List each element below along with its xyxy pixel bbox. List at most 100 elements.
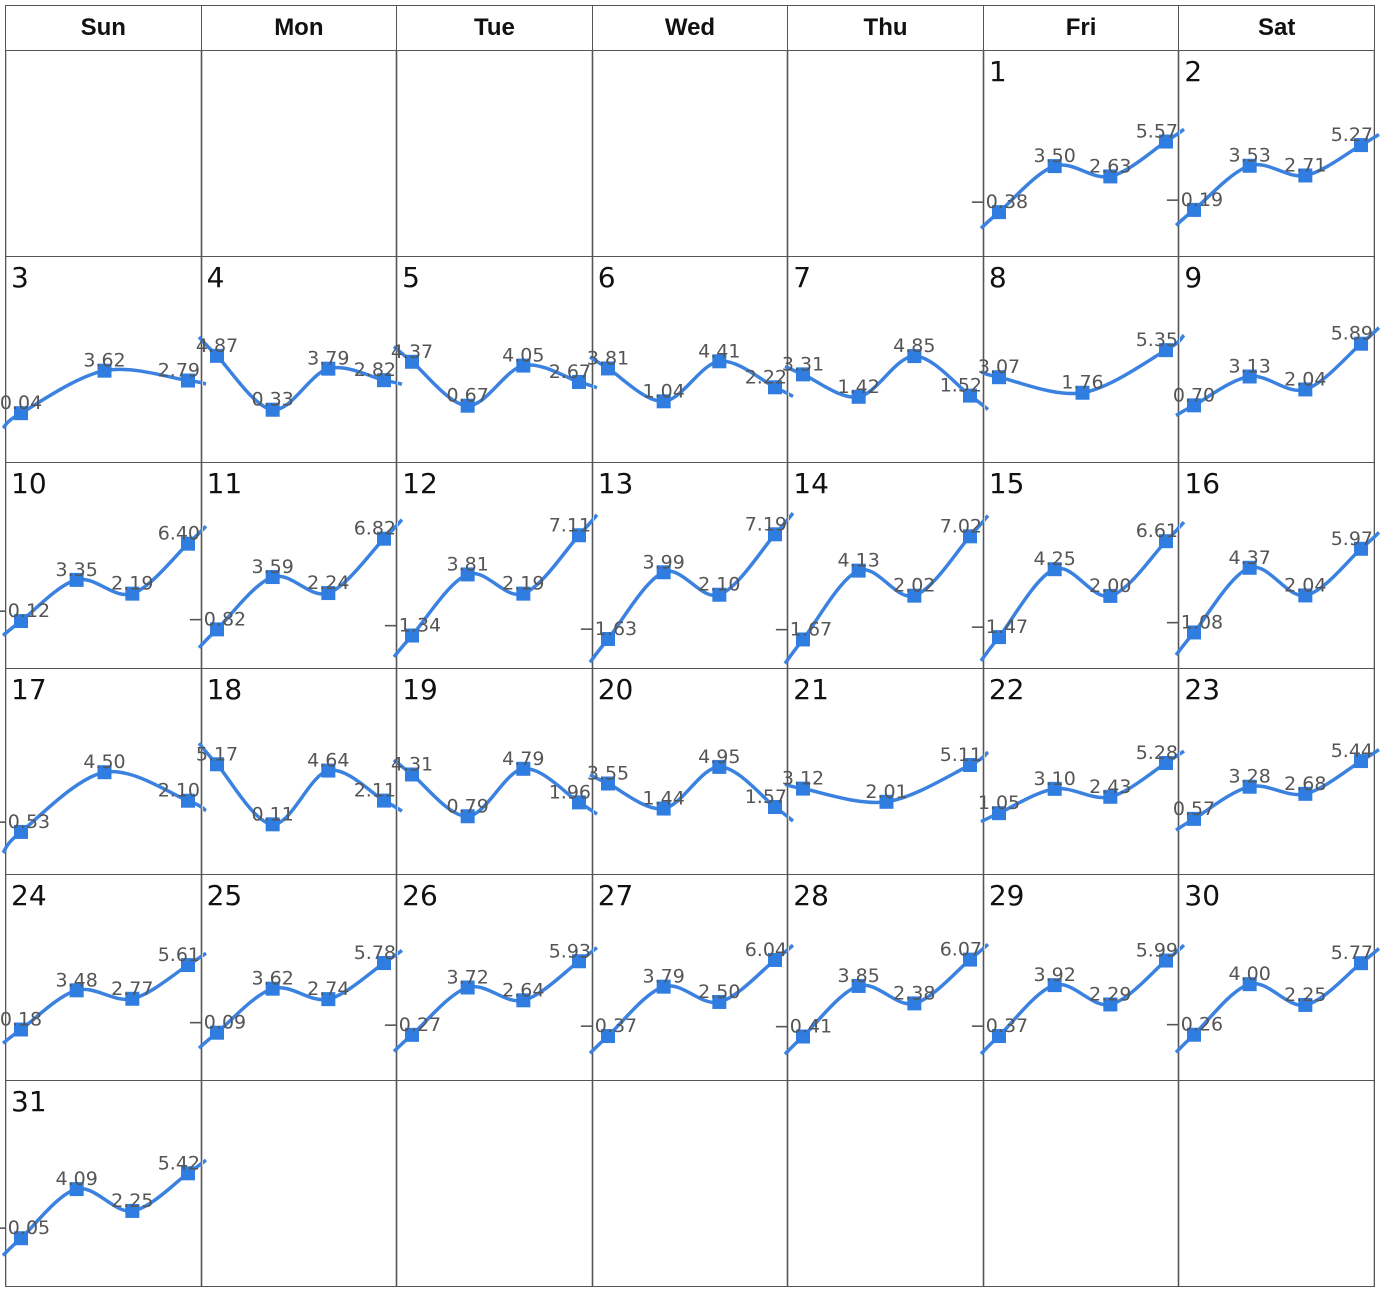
weekday-header-row: Sun Mon Tue Wed Thu Fri Sat: [5, 5, 1375, 51]
data-point-marker: [1047, 781, 1062, 796]
data-label: 2.25: [1285, 984, 1327, 1006]
data-point-marker: [879, 794, 894, 809]
series-line: [783, 514, 990, 665]
day-cell-27[interactable]: −0.37 3.79 2.50 6.04 27: [579, 874, 794, 1081]
data-point-marker: [963, 388, 978, 403]
data-label: 1.42: [838, 376, 880, 398]
data-label: 4.13: [838, 550, 880, 572]
day-cell-12[interactable]: −1.34 3.81 2.19 7.11 12: [383, 462, 599, 669]
empty-cell-content: [592, 1081, 788, 1286]
data-label: 5.78: [353, 942, 395, 964]
day-cell-26[interactable]: −0.27 3.72 2.64 5.93 26: [383, 874, 599, 1081]
calendar-grid: Sun Mon Tue Wed Thu Fri Sat −0.38 3.50 2.6…: [0, 5, 1381, 1287]
day-cell-content: −0.37 3.92 2.29 5.99 29: [970, 875, 1185, 1080]
day-cell-17[interactable]: −0.53 4.50 2.10 17: [0, 668, 207, 875]
data-point-marker: [767, 380, 782, 395]
day-cell-1[interactable]: −0.38 3.50 2.63 5.57 1: [970, 50, 1185, 257]
day-cell-8[interactable]: 3.07 1.76 5.35 8: [978, 256, 1186, 463]
day-cell-21[interactable]: 3.12 2.01 5.11 21: [782, 668, 990, 875]
data-point-marker: [572, 528, 587, 543]
day-sparkline: 5.17 0.11 4.642.11: [195, 742, 403, 832]
data-point-marker: [963, 952, 978, 967]
data-label: 2.02: [893, 575, 935, 597]
data-label: −0.12: [0, 600, 50, 622]
day-sparkline: −0.09 3.62 2.745.78: [187, 942, 403, 1050]
data-label: 5.17: [195, 743, 237, 765]
data-label: 3.13: [1229, 355, 1271, 377]
day-cell-22[interactable]: 1.05 3.10 2.43 5.28 22: [978, 668, 1185, 875]
day-sparkline: 3.07 1.76 5.35: [978, 329, 1186, 400]
day-cell-content: −0.27 3.72 2.64 5.93 26: [383, 875, 599, 1080]
data-point-marker: [1298, 588, 1313, 603]
day-cell-7[interactable]: 3.31 1.42 4.85 1.52 7: [782, 256, 990, 463]
day-cell-25[interactable]: −0.09 3.62 2.74 5.78 25: [187, 874, 403, 1081]
data-label: 5.35: [1136, 329, 1178, 351]
day-cell-11[interactable]: −0.82 3.59 2.24 6.82 11: [187, 462, 403, 669]
day-cell-content: −0.38 3.50 2.63 5.57 1: [970, 51, 1185, 256]
empty-cell-content: [397, 1081, 592, 1286]
day-sparkline: −0.38 3.50 2.635.57: [970, 121, 1185, 230]
data-label: −0.26: [1165, 1014, 1223, 1036]
data-label: 3.99: [642, 551, 684, 573]
data-point-marker: [181, 958, 195, 973]
day-number: 9: [1184, 261, 1203, 294]
data-point-marker: [963, 757, 978, 772]
day-cell-15[interactable]: −1.47 4.25 2.00 6.61 15: [970, 462, 1186, 669]
series-line: [979, 520, 1186, 662]
day-number: 6: [597, 261, 616, 294]
data-point-marker: [460, 567, 475, 582]
data-label: 3.10: [1033, 768, 1075, 790]
day-cell-19[interactable]: 4.31 0.79 4.79 1.96 19: [391, 668, 599, 875]
data-label: 4.95: [698, 746, 740, 768]
data-point-marker: [320, 361, 335, 376]
day-number: 4: [206, 261, 225, 294]
data-label: 3.31: [782, 353, 824, 375]
day-cell-23[interactable]: 0.57 3.28 2.68 5.44 23: [1173, 668, 1381, 875]
data-label: 0.18: [0, 1009, 42, 1031]
data-label: −0.05: [0, 1217, 50, 1239]
data-label: 3.53: [1229, 145, 1271, 167]
day-cell-content: 3.31 1.42 4.85 1.52 7: [782, 257, 990, 462]
day-cell-4[interactable]: 4.87 0.33 3.79 2.82 4: [195, 256, 402, 463]
data-point-marker: [516, 761, 531, 776]
day-sparkline: 3.12 2.01 5.11: [782, 744, 990, 809]
day-cell-content: 3.07 1.76 5.35 8: [978, 257, 1186, 462]
empty-cell-content: [201, 51, 397, 256]
day-cell-content: −1.08 4.37 2.04 5.97 16: [1165, 463, 1381, 668]
data-label: 0.67: [447, 385, 489, 407]
data-point-marker: [767, 952, 782, 967]
day-cell-content: 4.31 0.79 4.79 1.96 19: [391, 669, 599, 874]
day-cell-10[interactable]: −0.12 3.35 2.19 6.40 10: [0, 462, 208, 669]
data-point-marker: [516, 993, 531, 1008]
calendar-body: −0.38 3.50 2.63 5.57 1 −0.19 3.53 2.71 5.27 2 0.04…: [0, 50, 1381, 1287]
day-cell-30[interactable]: −0.26 4.00 2.25 5.77 30: [1165, 874, 1381, 1081]
data-point-marker: [796, 632, 811, 647]
day-cell-24[interactable]: 0.18 3.48 2.77 5.61 24: [0, 874, 207, 1081]
day-cell-9[interactable]: 0.70 3.13 2.04 5.89 9: [1173, 256, 1381, 463]
day-cell-29[interactable]: −0.37 3.92 2.29 5.99 29: [970, 874, 1185, 1081]
day-cell-20[interactable]: 3.55 1.44 4.95 1.57 20: [587, 668, 794, 875]
day-sparkline: −0.37 3.92 2.295.99: [970, 940, 1185, 1056]
day-cell-content: −0.37 3.79 2.50 6.04 27: [579, 875, 794, 1080]
day-cell-3[interactable]: 0.04 3.62 2.79 3: [0, 256, 207, 463]
data-point-marker: [1047, 978, 1062, 993]
day-cell-14[interactable]: −1.67 4.13 2.02 7.02 14: [774, 462, 990, 669]
data-label: 4.37: [391, 341, 433, 363]
day-cell-content: 3.12 2.01 5.11 21: [782, 669, 990, 874]
day-cell-6[interactable]: 3.81 1.04 4.41 2.22 6: [587, 256, 794, 463]
day-cell-2[interactable]: −0.19 3.53 2.71 5.27 2: [1165, 50, 1381, 257]
data-label: 7.19: [744, 513, 786, 535]
data-point-marker: [1298, 168, 1313, 183]
day-cell-5[interactable]: 4.37 0.67 4.05 2.67 5: [391, 256, 598, 463]
data-point-marker: [265, 981, 280, 996]
day-sparkline: 3.55 1.44 4.951.57: [587, 746, 794, 823]
week-row: 0.04 3.62 2.79 3 4.87 0.33 3.79 2.82 4 4.37 0.67 4.…: [0, 256, 1381, 463]
empty-cell-content: [788, 1081, 983, 1286]
day-cell-13[interactable]: −1.63 3.99 2.10 7.19 13: [579, 462, 795, 669]
day-sparkline: −0.05 4.09 2.255.42: [0, 1152, 208, 1257]
day-cell-28[interactable]: −0.41 3.85 2.38 6.07 28: [774, 874, 990, 1081]
day-cell-18[interactable]: 5.17 0.11 4.64 2.11 18: [195, 668, 403, 875]
day-cell-16[interactable]: −1.08 4.37 2.04 5.97 16: [1165, 462, 1381, 669]
day-cell-31[interactable]: −0.05 4.09 2.255.42 31: [0, 1080, 208, 1287]
data-point-marker: [1103, 789, 1118, 804]
